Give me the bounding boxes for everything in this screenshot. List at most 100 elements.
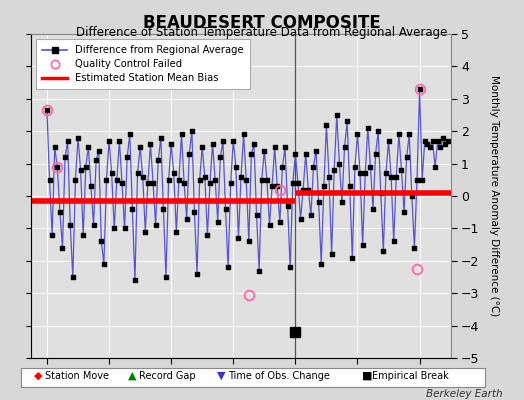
Point (351, 164, 359, 170)
Point (180, 180, 188, 186)
Point (237, 173, 245, 180)
Point (410, 245, 419, 251)
Point (97, 238, 105, 244)
Point (317, 261, 325, 267)
Point (382, 170, 390, 176)
Point (299, 186, 308, 193)
Point (250, 141, 258, 147)
Point (428, 138, 436, 144)
Point (395, 131, 403, 138)
Point (281, 144, 289, 151)
Point (322, 122, 331, 128)
Point (377, 190, 385, 196)
Point (221, 206, 230, 212)
Point (128, 206, 137, 212)
Point (53, 164, 61, 170)
Point (387, 173, 395, 180)
Point (151, 222, 160, 228)
Point (48, 232, 57, 238)
Text: Berkeley Earth: Berkeley Earth (427, 389, 503, 399)
Point (408, 193, 416, 199)
Point (198, 144, 206, 151)
Point (69, 274, 77, 280)
Point (255, 267, 264, 274)
Point (289, 180, 297, 186)
Point (338, 199, 346, 206)
Point (113, 177, 121, 183)
Point (242, 177, 250, 183)
Point (206, 180, 214, 186)
Point (283, 202, 292, 209)
Point (71, 177, 80, 183)
Text: Station Move: Station Move (45, 371, 108, 381)
Point (405, 131, 413, 138)
Point (46, 177, 54, 183)
Point (433, 138, 442, 144)
Point (353, 131, 362, 138)
Point (439, 134, 447, 141)
Point (190, 209, 199, 215)
Point (110, 225, 118, 232)
Point (87, 183, 95, 190)
Point (211, 177, 220, 183)
Point (328, 251, 336, 258)
Point (366, 164, 375, 170)
Point (260, 148, 268, 154)
Point (444, 138, 452, 144)
Point (309, 164, 318, 170)
Point (170, 170, 178, 176)
Point (115, 138, 124, 144)
Point (201, 173, 209, 180)
Point (58, 245, 67, 251)
Point (136, 144, 144, 151)
Point (239, 131, 248, 138)
Point (43, 107, 51, 113)
Point (392, 173, 400, 180)
Point (436, 144, 444, 151)
Point (61, 154, 69, 160)
Point (216, 154, 224, 160)
Point (402, 154, 411, 160)
Point (253, 212, 261, 219)
Point (333, 112, 341, 118)
Point (107, 170, 116, 176)
Point (286, 264, 294, 270)
Point (100, 261, 108, 267)
Text: Record Gap: Record Gap (139, 371, 195, 381)
Point (389, 238, 398, 244)
Point (425, 144, 434, 151)
Point (297, 216, 305, 222)
Point (138, 173, 147, 180)
Point (348, 254, 356, 261)
Point (265, 222, 274, 228)
Point (165, 177, 173, 183)
Point (74, 134, 82, 141)
Text: ▼: ▼ (217, 371, 226, 381)
Point (273, 183, 281, 190)
Point (423, 141, 432, 147)
Point (105, 138, 113, 144)
Point (84, 144, 93, 151)
Point (379, 248, 388, 254)
Text: Difference of Station Temperature Data from Regional Average: Difference of Station Temperature Data f… (77, 26, 447, 39)
Point (162, 274, 170, 280)
Point (188, 128, 196, 134)
Y-axis label: Monthly Temperature Anomaly Difference (°C): Monthly Temperature Anomaly Difference (… (489, 75, 499, 317)
Point (397, 167, 406, 173)
Point (226, 180, 235, 186)
Point (245, 238, 253, 244)
Point (312, 148, 320, 154)
Point (268, 183, 276, 190)
Point (195, 177, 204, 183)
Point (224, 264, 232, 270)
Point (291, 151, 300, 157)
Point (400, 209, 408, 215)
Point (185, 151, 193, 157)
Point (209, 141, 217, 147)
Point (361, 170, 369, 176)
Point (431, 164, 439, 170)
Point (314, 199, 323, 206)
Point (167, 141, 176, 147)
Text: BEAUDESERT COMPOSITE: BEAUDESERT COMPOSITE (143, 14, 381, 32)
Point (356, 170, 364, 176)
